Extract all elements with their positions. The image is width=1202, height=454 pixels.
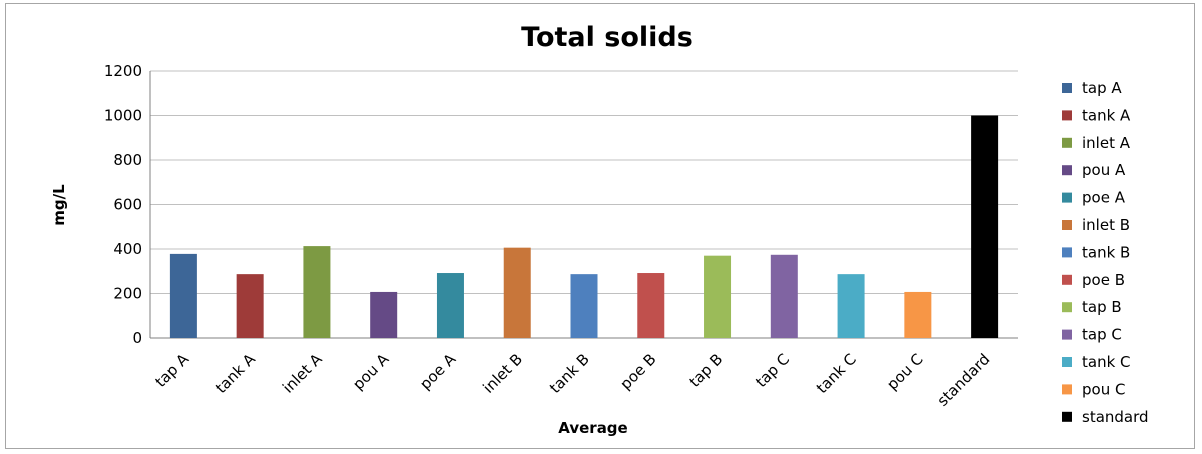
- legend-swatch: [1062, 411, 1072, 422]
- bar-pou-A: [370, 291, 398, 338]
- chart-title: Total solids: [521, 22, 693, 53]
- x-tick-label: pou C: [883, 350, 926, 393]
- y-axis-title: mg/L: [50, 184, 68, 226]
- bar-inlet-B: [503, 247, 531, 338]
- legend-swatch: [1062, 110, 1072, 121]
- legend-label: tap A: [1082, 79, 1122, 97]
- x-tick-label: tank C: [813, 350, 860, 397]
- gridlines: [149, 70, 1018, 339]
- legend-swatch: [1062, 329, 1072, 340]
- legend-label: inlet A: [1082, 134, 1131, 152]
- x-tick-label: tap B: [686, 350, 727, 391]
- x-tick-label: inlet B: [479, 350, 526, 397]
- legend-label: tank A: [1082, 106, 1131, 124]
- legend-swatch: [1062, 247, 1072, 258]
- x-tick-label: tank B: [546, 350, 593, 397]
- x-tick-label: standard: [934, 350, 994, 410]
- y-tick-label: 400: [113, 240, 142, 258]
- bar-standard: [971, 115, 999, 338]
- bar-inlet-A: [303, 246, 331, 338]
- x-tick-label: pou A: [349, 350, 393, 394]
- bar-tap-B: [704, 255, 732, 338]
- legend-label: tap C: [1082, 326, 1122, 344]
- legend-swatch: [1062, 302, 1072, 313]
- legend-swatch: [1062, 192, 1072, 203]
- bar-tank-B: [570, 274, 598, 338]
- x-tick-label: inlet A: [279, 350, 326, 397]
- legend-label: poe A: [1082, 189, 1126, 207]
- x-axis-title: Average: [558, 419, 627, 437]
- bars: [169, 115, 999, 338]
- legend-swatch: [1062, 83, 1072, 93]
- y-tick-label: 800: [113, 151, 142, 169]
- bar-poe-B: [637, 273, 665, 338]
- legend-swatch: [1062, 165, 1072, 176]
- bar-tap-C: [770, 254, 798, 338]
- x-axis-labels: tap A tank A inlet A pou A poe A inlet B tank …: [151, 350, 993, 410]
- x-tick-label: poe B: [616, 350, 659, 393]
- bar-tap-A: [169, 253, 197, 338]
- legend-label: tap B: [1082, 298, 1122, 316]
- y-axis-ticks: 0 200 400 600 800 1000 1200: [104, 62, 142, 347]
- legend-swatch: [1062, 274, 1072, 285]
- legend: tap A tank A inlet A pou A poe A inlet B tank …: [1062, 79, 1149, 426]
- bar-tank-C: [837, 274, 865, 338]
- legend-label: pou A: [1082, 161, 1126, 179]
- legend-label: inlet B: [1082, 216, 1130, 234]
- bar-pou-C: [904, 291, 932, 338]
- legend-swatch: [1062, 357, 1072, 367]
- legend-label: tank B: [1082, 243, 1130, 261]
- legend-label: pou C: [1082, 380, 1125, 398]
- x-tick-label: tank A: [212, 350, 259, 397]
- y-tick-label: 200: [113, 285, 142, 303]
- legend-label: tank C: [1082, 353, 1131, 371]
- bar-poe-A: [436, 273, 464, 338]
- y-tick-label: 1200: [104, 62, 142, 80]
- legend-swatch: [1062, 220, 1072, 230]
- bar-tank-A: [236, 274, 264, 338]
- x-tick-label: tap A: [151, 350, 192, 391]
- y-tick-label: 0: [132, 329, 142, 347]
- legend-swatch: [1062, 384, 1072, 395]
- legend-swatch: [1062, 137, 1072, 148]
- y-tick-label: 600: [113, 196, 142, 214]
- y-tick-label: 1000: [104, 107, 142, 125]
- legend-label: standard: [1082, 408, 1149, 426]
- x-tick-label: poe A: [416, 350, 460, 394]
- legend-label: poe B: [1082, 271, 1125, 289]
- x-tick-label: tap C: [752, 350, 793, 391]
